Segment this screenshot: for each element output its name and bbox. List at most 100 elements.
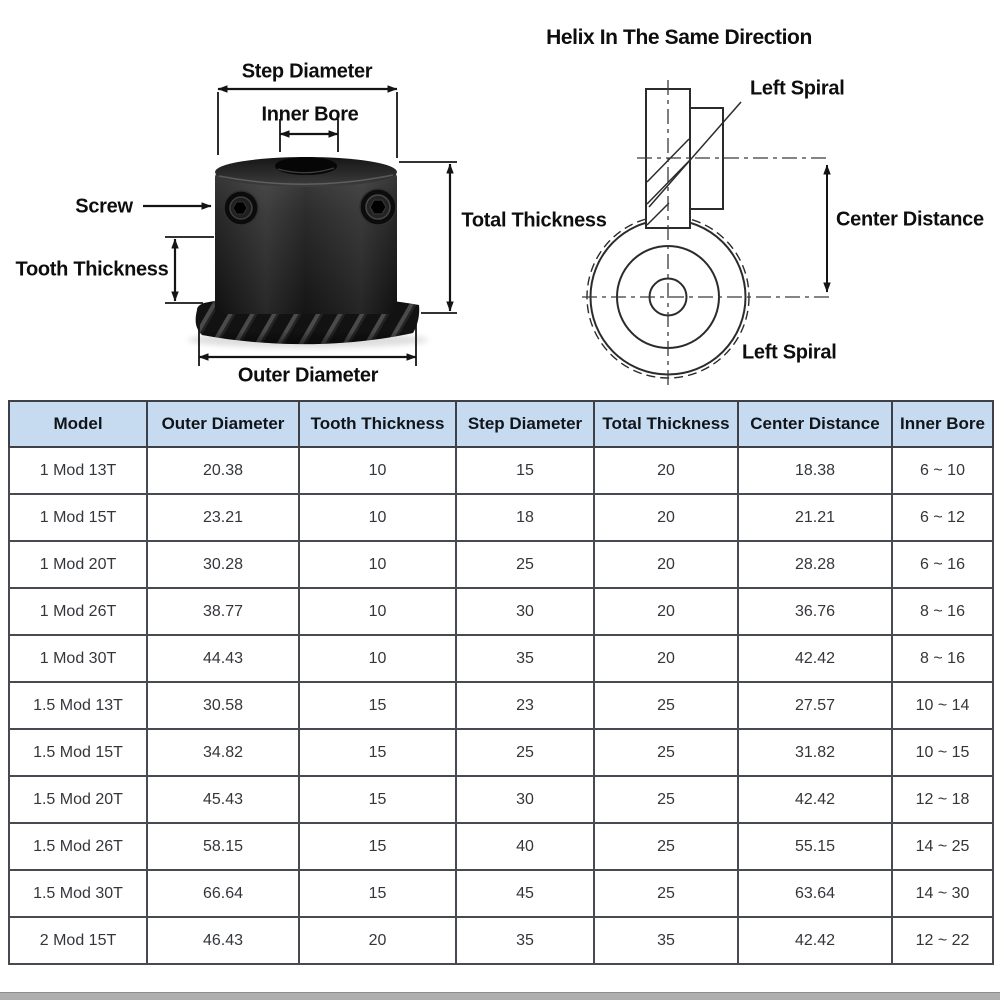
cell-tooth_thickness: 10 (298, 446, 457, 495)
cell-outer_diameter: 66.64 (146, 869, 300, 918)
cell-center_distance: 42.42 (737, 775, 893, 824)
inner-bore-hole (275, 157, 337, 175)
outer-diameter-label: Outer Diameter (237, 364, 379, 387)
cell-center_distance: 36.76 (737, 587, 893, 636)
tooth-thickness-label: Tooth Thickness (15, 258, 169, 281)
cell-model: 1.5 Mod 13T (8, 681, 148, 730)
cell-model: 1 Mod 13T (8, 446, 148, 495)
cell-inner_bore: 14 ~ 25 (891, 822, 994, 871)
table-body: 1 Mod 13T 20.38 10 15 20 18.38 6 ~ 10 1 Mod 15T… (8, 446, 994, 965)
cell-inner_bore: 10 ~ 14 (891, 681, 994, 730)
cell-center_distance: 27.57 (737, 681, 893, 730)
cell-total_thickness: 20 (593, 634, 739, 683)
cell-step_diameter: 25 (455, 540, 595, 589)
cell-inner_bore: 12 ~ 22 (891, 916, 994, 965)
cell-total_thickness: 20 (593, 493, 739, 542)
cell-inner_bore: 10 ~ 15 (891, 728, 994, 777)
cell-outer_diameter: 30.58 (146, 681, 300, 730)
cell-step_diameter: 35 (455, 916, 595, 965)
cell-tooth_thickness: 15 (298, 681, 457, 730)
cell-tooth_thickness: 10 (298, 540, 457, 589)
left-spiral-bottom-label: Left Spiral (742, 341, 837, 364)
cell-outer_diameter: 30.28 (146, 540, 300, 589)
table-row: 1 Mod 30T 44.43 10 35 20 42.42 8 ~ 16 (8, 634, 994, 683)
cell-inner_bore: 6 ~ 12 (891, 493, 994, 542)
screw-label: Screw (75, 195, 133, 218)
cell-total_thickness: 25 (593, 728, 739, 777)
cell-tooth_thickness: 10 (298, 634, 457, 683)
cell-model: 1.5 Mod 15T (8, 728, 148, 777)
cell-center_distance: 28.28 (737, 540, 893, 589)
cell-step_diameter: 15 (455, 446, 595, 495)
column-header-inner_bore: Inner Bore (891, 400, 994, 448)
cell-total_thickness: 25 (593, 822, 739, 871)
cell-outer_diameter: 34.82 (146, 728, 300, 777)
cell-model: 1.5 Mod 30T (8, 869, 148, 918)
photo-dimensions (143, 85, 457, 366)
table-row: 1 Mod 20T 30.28 10 25 20 28.28 6 ~ 16 (8, 540, 994, 589)
cell-model: 1.5 Mod 26T (8, 822, 148, 871)
helix-title: Helix In The Same Direction (546, 26, 812, 49)
cell-total_thickness: 20 (593, 540, 739, 589)
left-set-screw (223, 190, 259, 226)
column-header-outer_diameter: Outer Diameter (146, 400, 300, 448)
helix-drawing (582, 80, 833, 390)
cell-step_diameter: 45 (455, 869, 595, 918)
cell-tooth_thickness: 10 (298, 493, 457, 542)
cell-model: 1 Mod 26T (8, 587, 148, 636)
cell-inner_bore: 6 ~ 16 (891, 540, 994, 589)
dimension-inner-bore (279, 119, 339, 152)
table-row: 1.5 Mod 30T 66.64 15 45 25 63.64 14 ~ 30 (8, 869, 994, 918)
cell-step_diameter: 40 (455, 822, 595, 871)
cell-inner_bore: 6 ~ 10 (891, 446, 994, 495)
gear-hub (215, 157, 397, 314)
cell-tooth_thickness: 15 (298, 822, 457, 871)
cell-center_distance: 42.42 (737, 634, 893, 683)
bottom-separator-bar (0, 992, 1000, 1000)
cell-outer_diameter: 38.77 (146, 587, 300, 636)
cell-step_diameter: 25 (455, 728, 595, 777)
cell-total_thickness: 25 (593, 869, 739, 918)
cell-outer_diameter: 46.43 (146, 916, 300, 965)
cell-tooth_thickness: 15 (298, 775, 457, 824)
cell-step_diameter: 30 (455, 775, 595, 824)
cell-center_distance: 18.38 (737, 446, 893, 495)
cell-tooth_thickness: 15 (298, 728, 457, 777)
cell-total_thickness: 25 (593, 681, 739, 730)
cell-center_distance: 31.82 (737, 728, 893, 777)
cell-center_distance: 55.15 (737, 822, 893, 871)
table-row: 1.5 Mod 20T 45.43 15 30 25 42.42 12 ~ 18 (8, 775, 994, 824)
table-row: 1 Mod 26T 38.77 10 30 20 36.76 8 ~ 16 (8, 587, 994, 636)
dimension-tooth-thickness (165, 236, 214, 304)
cell-model: 1.5 Mod 20T (8, 775, 148, 824)
dimension-step-diameter (217, 85, 398, 158)
inner-bore-label: Inner Bore (261, 103, 359, 126)
step-diameter-label: Step Diameter (241, 60, 373, 83)
cell-total_thickness: 20 (593, 587, 739, 636)
table-row: 1.5 Mod 26T 58.15 15 40 25 55.15 14 ~ 25 (8, 822, 994, 871)
cell-center_distance: 63.64 (737, 869, 893, 918)
right-set-screw (359, 188, 397, 226)
cell-step_diameter: 18 (455, 493, 595, 542)
cell-model: 1 Mod 20T (8, 540, 148, 589)
table-header-row: Model Outer Diameter Tooth Thickness Step D… (8, 400, 994, 448)
column-header-model: Model (8, 400, 148, 448)
table-row: 1 Mod 13T 20.38 10 15 20 18.38 6 ~ 10 (8, 446, 994, 495)
cell-model: 1 Mod 30T (8, 634, 148, 683)
cell-model: 1 Mod 15T (8, 493, 148, 542)
cell-center_distance: 42.42 (737, 916, 893, 965)
center-distance-label: Center Distance (836, 208, 984, 231)
dimension-outer-diameter (198, 316, 417, 366)
cell-step_diameter: 23 (455, 681, 595, 730)
gear-photo (188, 157, 428, 348)
table-row: 1.5 Mod 15T 34.82 15 25 25 31.82 10 ~ 15 (8, 728, 994, 777)
cell-inner_bore: 8 ~ 16 (891, 587, 994, 636)
cell-outer_diameter: 58.15 (146, 822, 300, 871)
total-thickness-label: Total Thickness (461, 209, 607, 232)
cell-outer_diameter: 45.43 (146, 775, 300, 824)
table-row: 1 Mod 15T 23.21 10 18 20 21.21 6 ~ 12 (8, 493, 994, 542)
table-row: 2 Mod 15T 46.43 20 35 35 42.42 12 ~ 22 (8, 916, 994, 965)
dimension-total-thickness (399, 161, 457, 314)
